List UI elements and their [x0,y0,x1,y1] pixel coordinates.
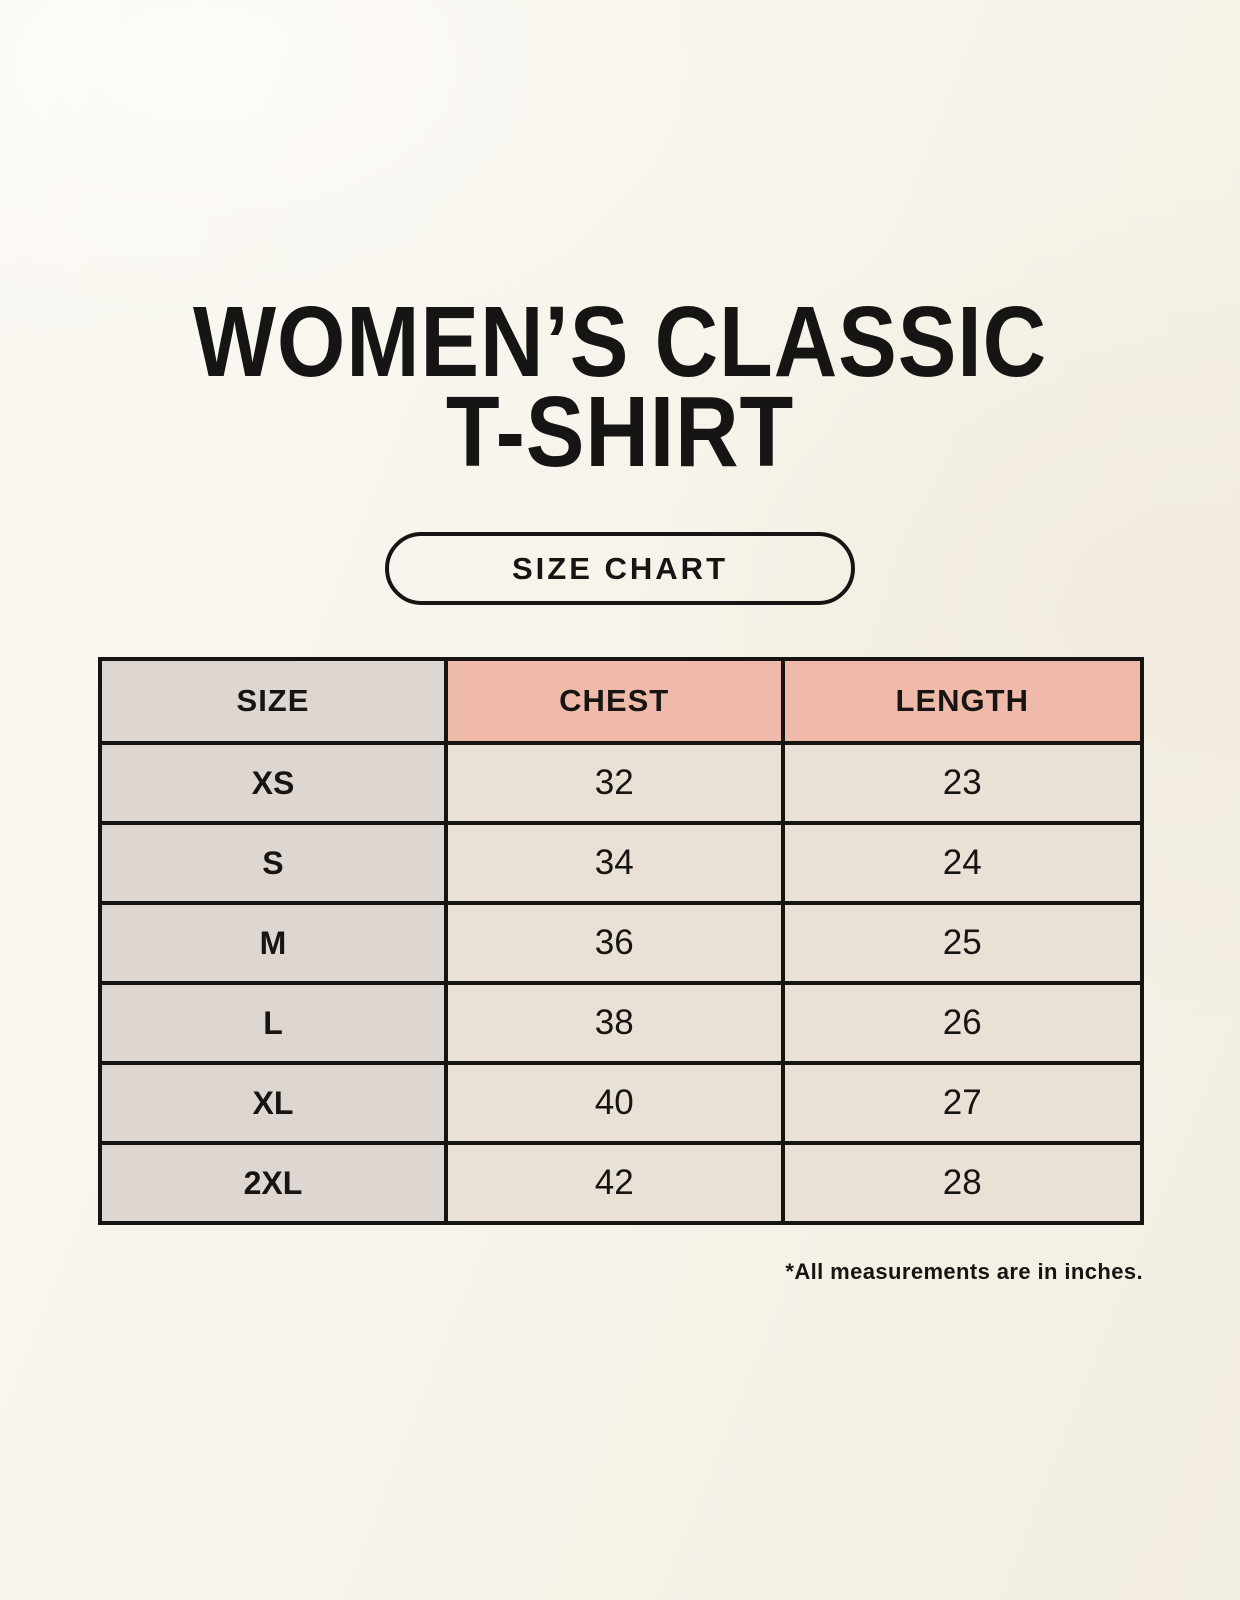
size-label-cell: XL [98,1061,448,1145]
size-table: SIZE CHEST LENGTH XS 32 23 S 34 24 M 36 25 L 38 26 XL 4… [98,657,1144,1225]
table-row: M 36 25 [98,901,1144,985]
size-label-cell: M [98,901,448,985]
size-table-body: XS 32 23 S 34 24 M 36 25 L 38 26 XL 40 27 2XL 42 28 [98,741,1144,1225]
length-value-cell: 23 [780,741,1144,825]
title-line-2: T-SHIRT [445,376,795,488]
chest-value-cell: 36 [443,901,785,985]
measurements-footnote: *All measurements are in inches. [785,1259,1143,1284]
table-header-row: SIZE CHEST LENGTH [98,657,1144,745]
length-value-cell: 27 [780,1061,1144,1145]
table-row: S 34 24 [98,821,1144,905]
length-value-cell: 24 [780,821,1144,905]
length-value-cell: 25 [780,901,1144,985]
table-row: XL 40 27 [98,1061,1144,1145]
size-label-cell: S [98,821,448,905]
table-row: XS 32 23 [98,741,1144,825]
title-line-1: WOMEN’S CLASSIC [192,286,1048,398]
size-chart-badge[interactable]: SIZE CHART [385,532,855,605]
table-row: 2XL 42 28 [98,1141,1144,1225]
size-label-cell: L [98,981,448,1065]
size-label-cell: XS [98,741,448,825]
column-header-size: SIZE [98,657,448,745]
page-title: WOMEN’S CLASSIC T-SHIRT [74,286,1165,488]
chest-value-cell: 38 [443,981,785,1065]
length-value-cell: 26 [780,981,1144,1065]
column-header-length: LENGTH [780,657,1144,745]
length-value-cell: 28 [780,1141,1144,1225]
chest-value-cell: 40 [443,1061,785,1145]
size-label-cell: 2XL [98,1141,448,1225]
chest-value-cell: 34 [443,821,785,905]
chest-value-cell: 42 [443,1141,785,1225]
table-row: L 38 26 [98,981,1144,1065]
chest-value-cell: 32 [443,741,785,825]
column-header-chest: CHEST [443,657,785,745]
